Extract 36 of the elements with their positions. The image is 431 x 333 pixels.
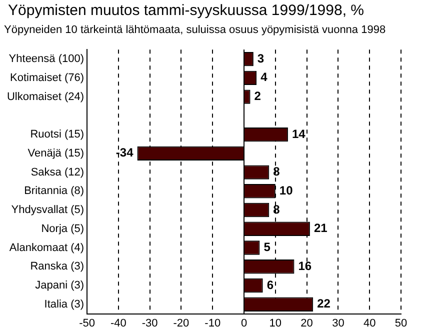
x-tick-label: 10: [269, 317, 282, 330]
x-tick-label: 30: [332, 317, 344, 330]
y-tick-label: Norja (5): [41, 222, 84, 235]
x-tick-label: 50: [394, 317, 408, 330]
chart-subtitle: Yöpyneiden 10 tärkeintä lähtömaata, suluissa osuus yöpymisistä vuonna 1998: [4, 24, 386, 36]
data-label: 6: [266, 278, 274, 292]
data-label: 3: [257, 51, 264, 66]
data-label: 4: [260, 70, 268, 84]
y-tick-label: Yhteensä (100): [8, 53, 84, 66]
y-tick-label: Ruotsi (15): [30, 128, 84, 141]
x-tick-label: -50: [79, 317, 95, 330]
data-label: 10: [279, 183, 294, 198]
x-tick-label: -40: [110, 317, 126, 330]
data-label: 22: [317, 296, 331, 311]
x-tick-label: -20: [173, 317, 190, 330]
data-label: 2: [254, 89, 262, 104]
y-tick-label: Alankomaat (4): [9, 242, 84, 254]
chart-title: Yöpymisten muutos tammi-syyskuussa 1999/1998, %: [8, 2, 364, 19]
x-tick-label: -30: [142, 317, 158, 330]
x-tick-label: -10: [204, 317, 221, 330]
y-tick-label: Ranska (3): [30, 260, 84, 273]
data-label: 21: [314, 221, 328, 236]
data-label: 5: [264, 240, 271, 254]
y-tick-label: Yhdysvallat (5): [11, 204, 84, 216]
y-tick-label: Saksa (12): [30, 166, 84, 178]
x-tick-label: 20: [300, 317, 313, 330]
x-tick-label: 40: [363, 317, 376, 330]
data-label: 14: [292, 126, 306, 141]
y-tick-label: Italia (3): [44, 298, 84, 310]
y-tick-label: Venäjä (15): [28, 147, 84, 160]
y-tick-label: Kotimaiset (76): [10, 72, 84, 84]
y-tick-label: Ulkomaiset (24): [6, 90, 84, 103]
x-tick-label: 0: [240, 317, 248, 330]
y-tick-label: Japani (3): [35, 280, 84, 292]
y-tick-label: Britannia (8): [24, 185, 84, 198]
data-label: -34: [116, 146, 134, 160]
